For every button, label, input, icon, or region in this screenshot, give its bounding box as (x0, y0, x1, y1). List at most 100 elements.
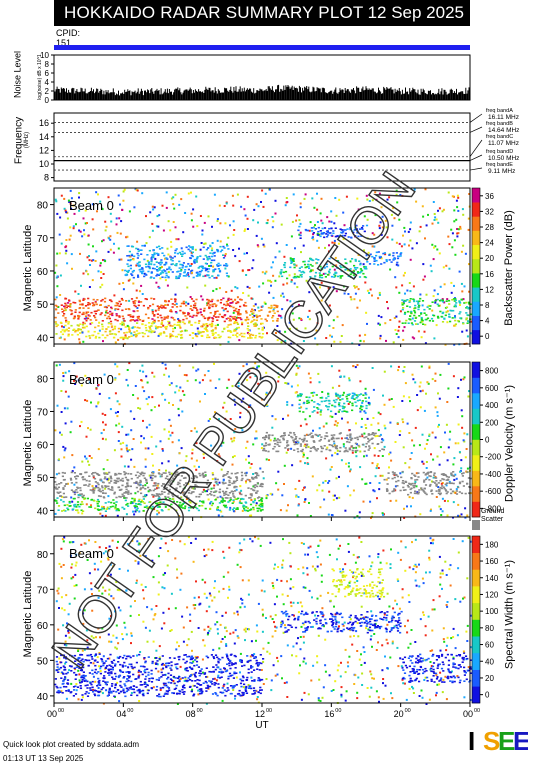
data-point (178, 452, 181, 455)
data-point (145, 481, 148, 484)
data-point (154, 484, 157, 487)
data-point (101, 240, 103, 243)
data-point (55, 200, 58, 203)
data-point (262, 243, 265, 246)
data-point (260, 498, 263, 501)
data-point (381, 226, 384, 229)
data-point (70, 420, 73, 423)
data-point (70, 253, 73, 256)
data-point (141, 471, 144, 474)
data-point (199, 215, 202, 217)
data-point (452, 471, 455, 473)
data-point (205, 267, 208, 270)
data-point (104, 589, 107, 592)
data-point (245, 506, 248, 508)
data-point (231, 316, 234, 318)
data-point (204, 475, 207, 477)
data-point (445, 484, 448, 487)
data-point (417, 472, 420, 474)
data-point (358, 334, 361, 337)
data-point (255, 319, 258, 322)
data-point (257, 327, 260, 330)
data-point (127, 279, 130, 282)
data-point (392, 259, 395, 261)
data-point (143, 258, 146, 261)
data-point (77, 494, 80, 496)
data-point (196, 225, 199, 228)
data-point (128, 330, 131, 332)
data-point (283, 432, 286, 434)
data-point (263, 245, 266, 248)
data-point (120, 328, 123, 331)
data-point (338, 234, 341, 237)
data-point (245, 318, 249, 321)
data-point (160, 668, 163, 671)
data-point (271, 426, 274, 429)
data-point (458, 312, 461, 315)
data-point (210, 261, 213, 264)
data-point (153, 298, 156, 300)
data-point (169, 309, 172, 311)
data-point (180, 504, 183, 507)
data-point (118, 489, 121, 491)
data-point (348, 655, 351, 658)
data-point (218, 336, 221, 339)
data-point (102, 428, 105, 431)
data-point (89, 322, 92, 325)
data-point (164, 326, 167, 329)
data-point (375, 649, 378, 651)
data-point (56, 491, 59, 494)
data-point (237, 326, 240, 329)
data-point (349, 296, 352, 299)
data-point (335, 497, 338, 500)
data-point (150, 507, 153, 510)
data-point (421, 433, 424, 436)
data-point (358, 260, 361, 262)
data-point (353, 392, 356, 395)
data-point (190, 191, 192, 194)
data-point (232, 495, 235, 497)
data-point (157, 320, 160, 322)
data-point (324, 276, 327, 278)
data-point (60, 411, 63, 413)
data-point (169, 336, 172, 339)
data-point (61, 333, 64, 336)
data-point (286, 444, 289, 446)
data-point (328, 244, 330, 247)
data-point (344, 450, 347, 452)
data-point (203, 374, 206, 377)
data-point (310, 259, 314, 261)
data-point (310, 436, 313, 438)
data-point (85, 319, 88, 322)
data-point (151, 312, 154, 315)
data-point (183, 271, 186, 273)
data-point (237, 497, 240, 500)
data-point (348, 429, 351, 432)
data-point (201, 266, 204, 268)
data-point (262, 660, 265, 663)
data-point (235, 302, 238, 305)
data-point (99, 495, 102, 498)
data-point (232, 204, 235, 207)
data-point (89, 428, 92, 431)
data-point (210, 487, 213, 490)
data-point (365, 268, 368, 270)
data-point (333, 340, 336, 343)
data-point (211, 502, 214, 505)
data-point (407, 493, 410, 496)
data-point (92, 492, 95, 494)
data-point (399, 558, 402, 561)
data-point (440, 482, 443, 485)
data-point (267, 315, 270, 317)
data-point (54, 477, 57, 479)
data-point (64, 662, 67, 665)
data-point (63, 504, 66, 507)
data-point (366, 322, 368, 325)
data-point (229, 323, 232, 326)
data-point (103, 472, 106, 474)
data-point (378, 227, 381, 230)
data-point (123, 465, 126, 468)
data-point (373, 263, 376, 265)
data-point (283, 624, 286, 627)
data-point (232, 480, 236, 483)
